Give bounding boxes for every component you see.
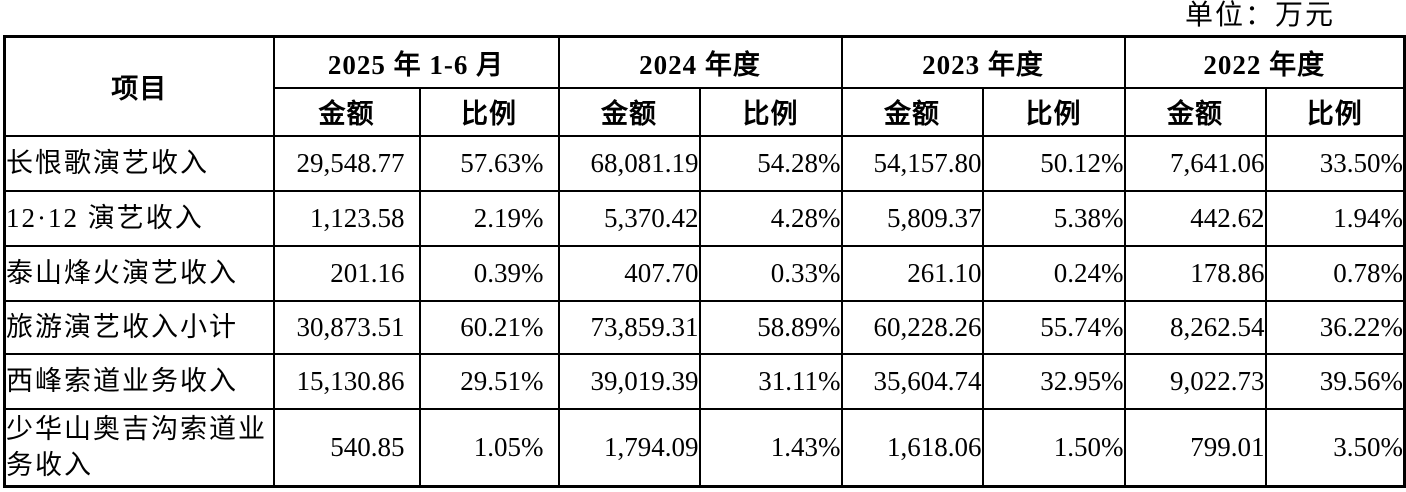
- period-header-2025: 2025 年 1-6 月: [272, 35, 560, 89]
- amount-header-2025: 金额: [272, 86, 421, 137]
- cell-ratio: 4.28%: [698, 189, 843, 247]
- cell-amount: 68,081.19: [557, 134, 701, 192]
- cell-amount: 1,794.09: [557, 407, 701, 488]
- cell-amount: 8,262.54: [1123, 299, 1267, 355]
- cell-ratio: 29.51%: [418, 352, 560, 410]
- table-row: 西峰索道业务收入 15,130.86 29.51% 39,019.39 31.1…: [3, 352, 1406, 410]
- cell-amount: 30,873.51: [272, 299, 421, 355]
- table-row: 12·12 演艺收入 1,123.58 2.19% 5,370.42 4.28%…: [3, 189, 1406, 247]
- amount-header-2024: 金额: [557, 86, 701, 137]
- cell-ratio: 0.78%: [1264, 244, 1406, 302]
- cell-amount: 35,604.74: [840, 352, 984, 410]
- cell-ratio: 50.12%: [981, 134, 1126, 192]
- cell-amount: 54,157.80: [840, 134, 984, 192]
- cell-ratio: 55.74%: [981, 299, 1126, 355]
- cell-item: 泰山烽火演艺收入: [3, 244, 275, 302]
- cell-item: 少华山奥吉沟索道业务收入: [3, 407, 275, 488]
- amount-header-2022: 金额: [1123, 86, 1267, 137]
- table-row: 泰山烽火演艺收入 201.16 0.39% 407.70 0.33% 261.1…: [3, 244, 1406, 302]
- cell-amount: 39,019.39: [557, 352, 701, 410]
- cell-amount: 1,123.58: [272, 189, 421, 247]
- table-row: 少华山奥吉沟索道业务收入 540.85 1.05% 1,794.09 1.43%…: [3, 407, 1406, 488]
- cell-ratio: 33.50%: [1264, 134, 1406, 192]
- ratio-header-2024: 比例: [698, 86, 843, 137]
- cell-amount: 60,228.26: [840, 299, 984, 355]
- cell-ratio: 60.21%: [418, 299, 560, 355]
- period-header-2023: 2023 年度: [840, 35, 1126, 89]
- cell-amount: 201.16: [272, 244, 421, 302]
- cell-ratio: 0.24%: [981, 244, 1126, 302]
- cell-amount: 1,618.06: [840, 407, 984, 488]
- cell-ratio: 1.94%: [1264, 189, 1406, 247]
- cell-item: 旅游演艺收入小计: [3, 299, 275, 355]
- cell-ratio: 2.19%: [418, 189, 560, 247]
- cell-ratio: 1.50%: [981, 407, 1126, 488]
- cell-ratio: 36.22%: [1264, 299, 1406, 355]
- table-row: 长恨歌演艺收入 29,548.77 57.63% 68,081.19 54.28…: [3, 134, 1406, 192]
- cell-amount: 7,641.06: [1123, 134, 1267, 192]
- cell-amount: 442.62: [1123, 189, 1267, 247]
- cell-ratio: 32.95%: [981, 352, 1126, 410]
- item-column-header: 项目: [3, 35, 275, 137]
- cell-amount: 5,370.42: [557, 189, 701, 247]
- cell-ratio: 58.89%: [698, 299, 843, 355]
- cell-amount: 261.10: [840, 244, 984, 302]
- cell-item: 西峰索道业务收入: [3, 352, 275, 410]
- ratio-header-2022: 比例: [1264, 86, 1406, 137]
- cell-ratio: 54.28%: [698, 134, 843, 192]
- ratio-header-2025: 比例: [418, 86, 560, 137]
- table-row: 旅游演艺收入小计 30,873.51 60.21% 73,859.31 58.8…: [3, 299, 1406, 355]
- cell-ratio: 31.11%: [698, 352, 843, 410]
- unit-label: 单位：万元: [1184, 0, 1335, 31]
- period-header-2022: 2022 年度: [1123, 35, 1406, 89]
- cell-amount: 178.86: [1123, 244, 1267, 302]
- header-row-periods: 项目 2025 年 1-6 月 2024 年度 2023 年度 2022 年度: [3, 35, 1406, 137]
- cell-item: 长恨歌演艺收入: [3, 134, 275, 192]
- cell-amount: 73,859.31: [557, 299, 701, 355]
- cell-ratio: 57.63%: [418, 134, 560, 192]
- cell-amount: 407.70: [557, 244, 701, 302]
- cell-amount: 540.85: [272, 407, 421, 488]
- cell-ratio: 39.56%: [1264, 352, 1406, 410]
- header-row-subcolumns: 金额 比例 金额 比例 金额 比例 金额 比例: [5, 86, 1406, 137]
- cell-amount: 5,809.37: [840, 189, 984, 247]
- cell-ratio: 3.50%: [1264, 407, 1406, 488]
- amount-header-2023: 金额: [840, 86, 984, 137]
- cell-ratio: 5.38%: [981, 189, 1126, 247]
- cell-ratio: 0.33%: [698, 244, 843, 302]
- cell-ratio: 0.39%: [418, 244, 560, 302]
- ratio-header-2023: 比例: [981, 86, 1126, 137]
- revenue-table: 项目 2025 年 1-6 月 2024 年度 2023 年度 2022 年度 …: [3, 35, 1406, 488]
- cell-ratio: 1.43%: [698, 407, 843, 488]
- cell-amount: 15,130.86: [272, 352, 421, 410]
- cell-item: 12·12 演艺收入: [3, 189, 275, 247]
- cell-ratio: 1.05%: [418, 407, 560, 488]
- cell-amount: 29,548.77: [272, 134, 421, 192]
- cell-amount: 9,022.73: [1123, 352, 1267, 410]
- cell-amount: 799.01: [1123, 407, 1267, 488]
- period-header-2024: 2024 年度: [557, 35, 843, 89]
